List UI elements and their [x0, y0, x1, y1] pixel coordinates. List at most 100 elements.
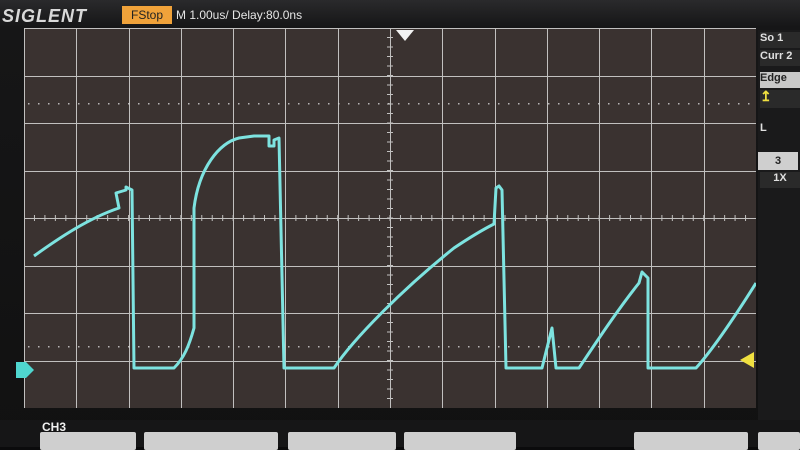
softkey-5[interactable]: [634, 432, 748, 450]
grid-dot: [28, 346, 30, 348]
grid-dot: [548, 103, 550, 105]
grid-dot: [308, 103, 310, 105]
run-state-badge[interactable]: FStop: [122, 6, 172, 24]
grid-dot: [568, 103, 570, 105]
softkey-1[interactable]: [40, 432, 136, 450]
grid-dot: [738, 346, 740, 348]
grid-dot: [368, 346, 370, 348]
grid-dot: [568, 346, 570, 348]
grid-dot: [468, 103, 470, 105]
grid-dot: [28, 103, 30, 105]
grid-dot: [728, 103, 730, 105]
grid-dot: [338, 346, 340, 348]
grid-dot: [78, 346, 80, 348]
grid-dot: [38, 103, 40, 105]
probe-attenuation: 1X: [760, 172, 800, 188]
grid-dot: [458, 346, 460, 348]
grid-dot: [738, 103, 740, 105]
grid-dot: [268, 103, 270, 105]
grid-dot: [348, 103, 350, 105]
grid-dot: [198, 346, 200, 348]
grid-dot: [148, 103, 150, 105]
graticule: [24, 28, 756, 408]
grid-dot: [328, 346, 330, 348]
grid-dot: [398, 103, 400, 105]
grid-dot: [58, 103, 60, 105]
grid-dot: [498, 346, 500, 348]
grid-dot: [108, 346, 110, 348]
grid-dot: [368, 103, 370, 105]
softkey-3[interactable]: [288, 432, 396, 450]
grid-dot: [298, 103, 300, 105]
grid-dot: [508, 346, 510, 348]
grid-dot: [648, 103, 650, 105]
grid-dot: [118, 103, 120, 105]
grid-dot: [668, 346, 670, 348]
grid-dot: [478, 346, 480, 348]
grid-dot: [128, 346, 130, 348]
softkey-2[interactable]: [144, 432, 278, 450]
grid-dot: [488, 103, 490, 105]
grid-dot: [708, 103, 710, 105]
grid-dot: [428, 103, 430, 105]
coupling-readout: Curr 2: [760, 50, 800, 66]
status-bar: SIGLENT FStop M 1.00us/ Delay:80.0ns: [0, 4, 780, 28]
grid-dot: [388, 103, 390, 105]
grid-dot: [438, 103, 440, 105]
grid-dot: [378, 103, 380, 105]
grid-dot: [748, 103, 750, 105]
grid-dot: [88, 103, 90, 105]
grid-dot: [598, 103, 600, 105]
grid-dot: [88, 346, 90, 348]
grid-dot: [248, 346, 250, 348]
grid-dot: [658, 103, 660, 105]
grid-dot: [358, 346, 360, 348]
grid-dot: [718, 346, 720, 348]
grid-dot: [598, 346, 600, 348]
grid-dot: [658, 346, 660, 348]
grid-dot: [318, 346, 320, 348]
grid-dot: [158, 346, 160, 348]
grid-dot: [208, 346, 210, 348]
grid-dot: [578, 103, 580, 105]
grid-dot: [358, 103, 360, 105]
grid-dot: [528, 346, 530, 348]
grid-dot: [708, 346, 710, 348]
grid-dot: [428, 346, 430, 348]
trigger-position-icon[interactable]: [396, 30, 414, 42]
grid-dot: [518, 346, 520, 348]
grid-dot: [418, 103, 420, 105]
grid-dot: [718, 103, 720, 105]
grid-dot: [668, 103, 670, 105]
grid-dot: [518, 103, 520, 105]
grid-dot: [208, 103, 210, 105]
trigger-level-icon[interactable]: [740, 352, 754, 368]
grid-dot: [58, 346, 60, 348]
trigger-type-label[interactable]: Edge: [760, 72, 800, 88]
grid-dot: [108, 103, 110, 105]
grid-dot: [558, 346, 560, 348]
channel-number-chip[interactable]: 3: [758, 152, 798, 170]
grid-dot: [68, 346, 70, 348]
grid-dot: [618, 103, 620, 105]
channel-3-trace: [33, 134, 756, 370]
grid-dot: [478, 103, 480, 105]
grid-dot: [98, 346, 100, 348]
grid-dot: [458, 103, 460, 105]
softkey-4[interactable]: [404, 432, 516, 450]
grid-dot: [98, 103, 100, 105]
grid-dot: [608, 103, 610, 105]
grid-dot: [178, 103, 180, 105]
waveform-screen: [24, 28, 756, 408]
grid-dot: [158, 103, 160, 105]
channel-ground-icon[interactable]: [16, 362, 34, 378]
grid-dot: [538, 103, 540, 105]
timebase-readout[interactable]: M 1.00us/ Delay:80.0ns: [176, 8, 303, 22]
grid-dot: [228, 103, 230, 105]
grid-dot: [638, 346, 640, 348]
grid-dot: [228, 346, 230, 348]
channel-label: CH3: [42, 420, 67, 434]
softkey-6[interactable]: [758, 432, 800, 450]
grid-dot: [198, 103, 200, 105]
grid-dot: [188, 103, 190, 105]
